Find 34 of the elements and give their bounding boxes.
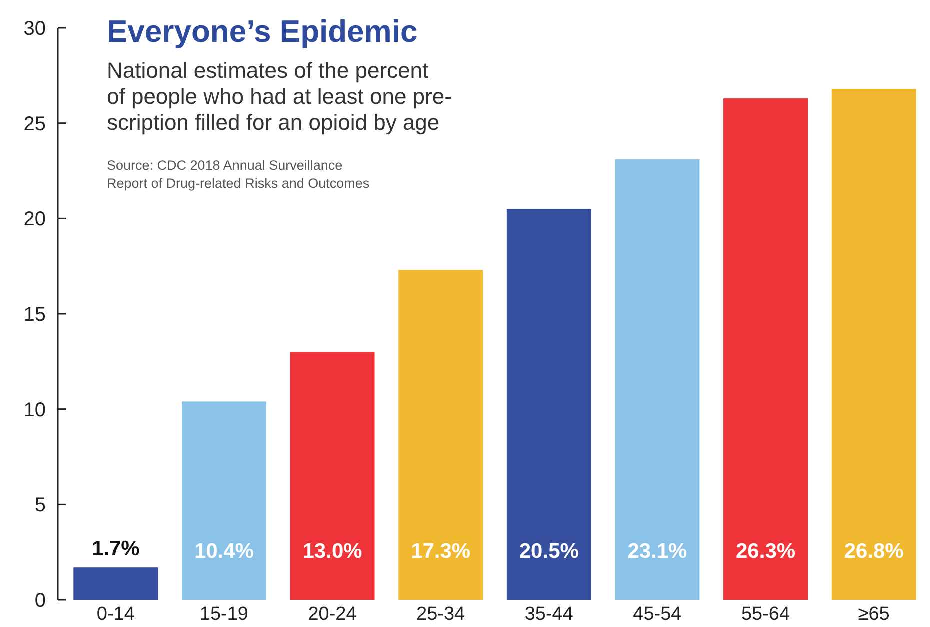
data-label: 23.1% <box>628 540 688 563</box>
bar <box>182 402 266 600</box>
x-tick-label: 15-19 <box>200 604 249 625</box>
data-label: 26.3% <box>736 540 796 563</box>
x-tick-label: 55-64 <box>741 604 791 625</box>
data-label: 10.4% <box>194 540 254 563</box>
data-label: 17.3% <box>411 540 471 563</box>
x-tick-label: 25-34 <box>416 604 466 625</box>
bar <box>74 568 158 600</box>
bar <box>506 209 592 600</box>
text: National estimates of the percent of people who had at least one pre- scription filled for an opioid by age <box>107 58 452 135</box>
bar <box>615 160 700 600</box>
bar <box>398 270 484 600</box>
y-tick-label: 25 <box>24 113 46 136</box>
chart-title: Everyone’s Epidemic <box>107 14 418 49</box>
y-tick-label: 10 <box>24 399 46 422</box>
annotation: Source: CDC 2018 Annual Surveillance Report of Drug-related Risks and Outcomes <box>107 158 370 191</box>
y-tick-label: 15 <box>24 304 46 326</box>
data-label: 13.0% <box>302 540 363 563</box>
bar <box>832 89 916 600</box>
y-tick-label: 0 <box>34 590 46 612</box>
y-tick-label: 20 <box>24 208 46 231</box>
x-tick-label: 0-14 <box>96 604 136 625</box>
bar <box>290 352 375 600</box>
data-label: 20.5% <box>519 540 580 563</box>
data-label: 1.7% <box>92 538 140 561</box>
x-tick-label: 20-24 <box>308 604 358 625</box>
x-tick-label: 35-44 <box>524 604 574 625</box>
data-label: 26.8% <box>844 540 904 563</box>
x-tick-label: ≥65 <box>858 604 890 625</box>
y-tick-label: 30 <box>24 18 46 40</box>
x-tick-label: 45-54 <box>633 604 682 625</box>
y-tick-label: 5 <box>34 494 46 517</box>
bar <box>724 98 808 600</box>
